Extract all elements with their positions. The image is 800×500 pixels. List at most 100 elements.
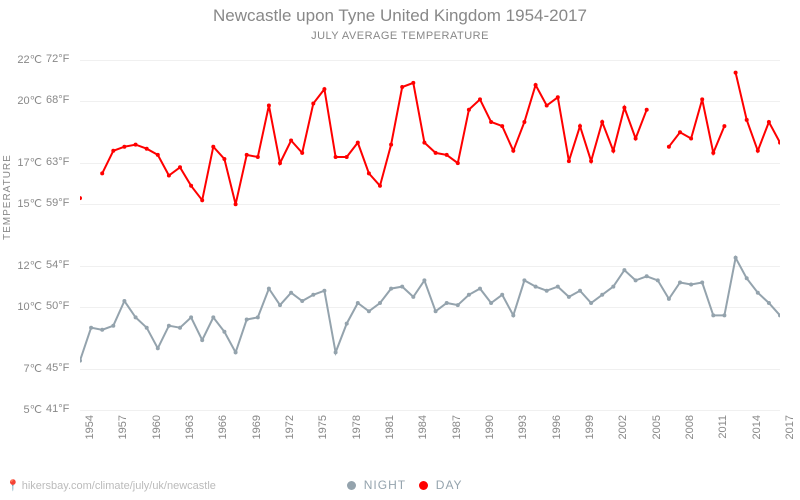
xtick: 2008 [684, 415, 696, 445]
series-marker-night [289, 291, 293, 295]
series-marker-night [200, 338, 204, 342]
series-marker-day [111, 149, 115, 153]
series-marker-day [611, 149, 615, 153]
ytick-celsius: 20℃ [2, 94, 42, 107]
series-marker-day [300, 151, 304, 155]
ytick-celsius: 15℃ [2, 197, 42, 210]
series-marker-night [556, 285, 560, 289]
series-marker-day [645, 108, 649, 112]
series-marker-night [267, 287, 271, 291]
series-marker-day [356, 141, 360, 145]
series-marker-night [311, 293, 315, 297]
series-marker-day [467, 108, 471, 112]
xtick: 2002 [617, 415, 629, 445]
series-marker-day [422, 141, 426, 145]
series-marker-day [256, 155, 260, 159]
series-marker-day [589, 159, 593, 163]
series-marker-day [434, 151, 438, 155]
series-marker-night [500, 293, 504, 297]
pin-icon: 📍 [6, 480, 20, 492]
series-marker-day [500, 124, 504, 128]
series-marker-day [267, 104, 271, 108]
series-marker-day [322, 87, 326, 91]
series-marker-night [80, 359, 82, 363]
series-marker-night [767, 301, 771, 305]
series-marker-night [434, 309, 438, 313]
xtick: 2014 [751, 415, 763, 445]
series-marker-night [322, 289, 326, 293]
xtick: 1975 [317, 415, 329, 445]
series-marker-night [700, 281, 704, 285]
xtick: 1981 [384, 415, 396, 445]
xtick: 2017 [784, 415, 796, 445]
series-marker-night [578, 289, 582, 293]
series-marker-night [589, 301, 593, 305]
series-marker-day [634, 137, 638, 141]
series-marker-night [689, 283, 693, 287]
series-marker-day [234, 202, 238, 206]
series-marker-night [522, 278, 526, 282]
series-marker-night [645, 274, 649, 278]
series-marker-night [622, 268, 626, 272]
series-marker-day [578, 124, 582, 128]
xtick: 1996 [551, 415, 563, 445]
series-marker-night [278, 303, 282, 307]
series-line-night [80, 258, 780, 361]
series-marker-night [667, 297, 671, 301]
series-marker-day [556, 95, 560, 99]
chart-title: Newcastle upon Tyne United Kingdom 1954-… [0, 6, 800, 26]
series-marker-day [222, 157, 226, 161]
series-marker-night [100, 328, 104, 332]
ytick-celsius: 5℃ [2, 403, 42, 416]
series-marker-night [711, 313, 715, 317]
xtick: 1990 [484, 415, 496, 445]
series-marker-night [111, 324, 115, 328]
series-line-day [736, 73, 780, 151]
series-marker-night [611, 285, 615, 289]
series-marker-day [211, 145, 215, 149]
series-marker-day [367, 171, 371, 175]
series-marker-day [689, 137, 693, 141]
series-marker-night [489, 301, 493, 305]
series-marker-day [456, 161, 460, 165]
series-marker-day [489, 120, 493, 124]
series-marker-night [478, 287, 482, 291]
series-marker-night [400, 285, 404, 289]
series-marker-day [522, 120, 526, 124]
series-marker-day [200, 198, 204, 202]
series-marker-day [134, 143, 138, 147]
series-marker-day [122, 145, 126, 149]
series-marker-night [411, 295, 415, 299]
series-marker-night [656, 278, 660, 282]
series-marker-night [456, 303, 460, 307]
series-marker-night [467, 293, 471, 297]
series-marker-night [222, 330, 226, 334]
series-marker-day [311, 102, 315, 106]
xtick: 1954 [84, 415, 96, 445]
series-marker-night [122, 299, 126, 303]
ytick-celsius: 12℃ [2, 259, 42, 272]
series-marker-night [356, 301, 360, 305]
series-marker-day [156, 153, 160, 157]
series-marker-day [745, 118, 749, 122]
series-marker-night [300, 299, 304, 303]
series-marker-night [422, 278, 426, 282]
series-marker-day [289, 139, 293, 143]
series-marker-night [245, 318, 249, 322]
series-marker-day [667, 145, 671, 149]
series-marker-night [167, 324, 171, 328]
series-marker-night [722, 313, 726, 317]
series-marker-night [145, 326, 149, 330]
series-marker-day [411, 81, 415, 85]
xtick: 1963 [184, 415, 196, 445]
series-marker-day [700, 97, 704, 101]
series-marker-night [600, 293, 604, 297]
series-marker-day [722, 124, 726, 128]
xtick: 1966 [217, 415, 229, 445]
series-marker-day [334, 155, 338, 159]
series-marker-night [211, 315, 215, 319]
xtick: 1999 [584, 415, 596, 445]
xtick: 1993 [517, 415, 529, 445]
legend-label-day: DAY [436, 478, 463, 492]
ytick-celsius: 7℃ [2, 362, 42, 375]
